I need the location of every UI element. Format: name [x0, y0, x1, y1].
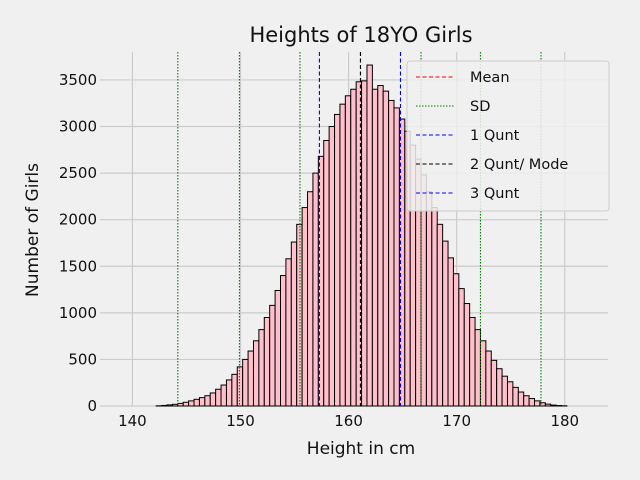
histogram-bar [371, 88, 379, 407]
histogram-bar [350, 88, 357, 407]
histogram-bar [544, 403, 552, 407]
x-tick-label: 170 [442, 412, 471, 430]
histogram-bar [490, 359, 498, 407]
y-tick-labels: 0 500 1000 1500 2000 2500 3000 3500 [59, 71, 97, 415]
histogram-bar [523, 395, 530, 407]
histogram-bar [161, 404, 168, 407]
histogram-bar [301, 207, 309, 407]
x-tick-label: 160 [334, 412, 363, 430]
histogram-bar [280, 275, 287, 407]
histogram-bar [285, 258, 292, 407]
y-tick-label: 2500 [59, 164, 97, 182]
histogram-bar [550, 404, 557, 407]
y-tick-label: 1500 [59, 257, 97, 275]
histogram-bar [182, 401, 190, 407]
histogram-bar [339, 103, 346, 407]
histogram-bar [469, 317, 476, 407]
histogram-bar [204, 395, 211, 407]
histogram-bars [155, 64, 568, 407]
histogram-bar [323, 140, 330, 407]
histogram-bar [431, 207, 438, 407]
legend: Mean SD 1 Qunt 2 Qunt/ Mode 3 Qunt [406, 60, 610, 212]
histogram-bar [366, 64, 373, 407]
y-tick-label: 0 [87, 397, 97, 415]
legend-box [406, 60, 610, 212]
histogram-bar [344, 95, 352, 407]
histogram-bar [393, 107, 400, 407]
histogram-bar [528, 398, 536, 407]
histogram-bar [447, 257, 454, 407]
x-axis-label: Height in cm [307, 439, 415, 459]
histogram-bar [274, 289, 282, 407]
histogram-bar [296, 223, 303, 407]
histogram-bar [198, 397, 206, 407]
histogram-bar [463, 303, 471, 407]
histogram-bar [506, 381, 514, 407]
legend-label: 1 Qunt [470, 128, 520, 144]
histogram-bar [258, 329, 265, 407]
y-tick-label: 500 [68, 350, 97, 368]
histogram-bar [452, 273, 460, 407]
histogram-bar [188, 400, 195, 407]
legend-label: Mean [470, 70, 510, 86]
histogram-bar [209, 392, 217, 407]
y-tick-label: 3500 [59, 71, 97, 89]
x-tick-labels: 140 150 160 170 180 [118, 412, 579, 430]
histogram-bar [442, 240, 449, 407]
y-tick-label: 1000 [59, 304, 97, 322]
histogram-bar [512, 386, 519, 407]
y-tick-label: 3000 [59, 118, 97, 136]
y-tick-label: 2000 [59, 211, 97, 229]
histogram-bar [496, 368, 503, 407]
histogram-bar [193, 398, 200, 407]
histogram-bar [177, 402, 184, 407]
histogram-bar [242, 358, 249, 407]
x-tick-label: 180 [550, 412, 579, 430]
histogram-bar [225, 379, 233, 407]
histogram-bar [382, 90, 390, 407]
histogram-bar [425, 191, 433, 407]
y-axis-label: Number of Girls [23, 163, 43, 297]
legend-label: 3 Qunt [470, 186, 520, 202]
histogram-bar [290, 241, 298, 407]
histogram-bar [458, 288, 465, 407]
histogram-bar [328, 126, 336, 407]
histogram-bar [171, 403, 179, 407]
chart-title: Heights of 18YO Girls [249, 23, 472, 47]
histogram-bar [485, 350, 492, 407]
histogram-bar [388, 99, 395, 407]
histogram-bar [517, 391, 525, 407]
histogram-bar [377, 85, 384, 407]
histogram-bar [334, 113, 341, 407]
histogram-bar [474, 329, 481, 407]
histogram-bar [231, 373, 238, 407]
histogram-bar [436, 223, 444, 407]
legend-label: 2 Qunt/ Mode [470, 157, 568, 173]
histogram-bar [252, 340, 260, 407]
histogram-bar [479, 340, 487, 407]
histogram-bar [501, 375, 508, 407]
histogram-bar [247, 350, 254, 407]
histogram-bar [312, 172, 319, 407]
histogram-bar [166, 404, 173, 407]
histogram-bar [361, 80, 368, 407]
reference-lines [177, 52, 542, 406]
histogram-bar [534, 400, 541, 407]
histogram-bar [269, 304, 276, 407]
x-tick-label: 140 [118, 412, 147, 430]
legend-label: SD [470, 99, 490, 115]
histogram-bar [215, 388, 222, 407]
histogram-bar [263, 317, 271, 407]
x-tick-label: 150 [226, 412, 255, 430]
histogram-bar [307, 191, 314, 407]
histogram-bar [220, 384, 227, 407]
